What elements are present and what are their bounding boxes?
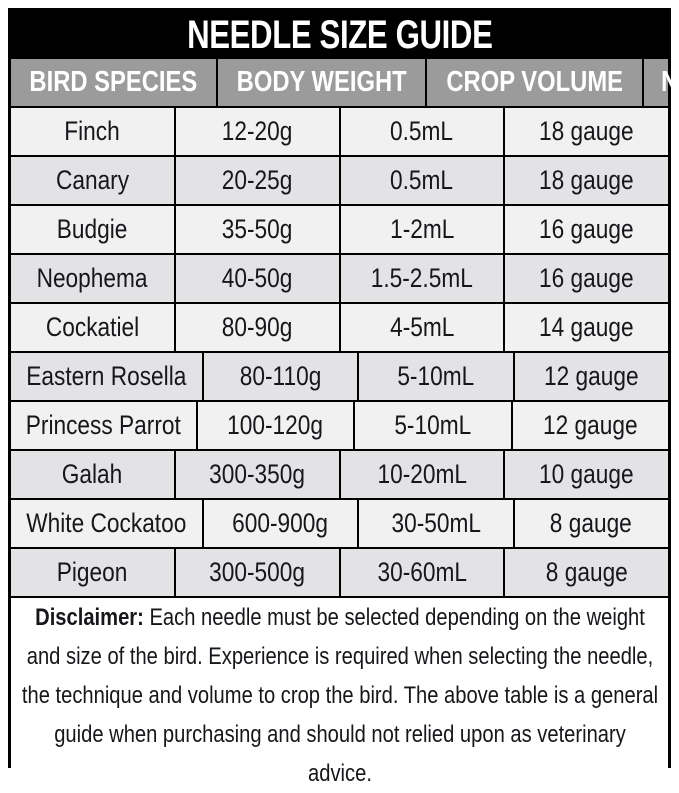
cell-body-weight: 20-25g — [176, 157, 341, 204]
cell-body-weight: 300-350g — [176, 451, 341, 498]
cell-body-weight: 40-50g — [176, 255, 341, 302]
table-header-row: BIRD SPECIES BODY WEIGHT CROP VOLUME NEE… — [11, 59, 679, 108]
cell-needle-size: 18 gauge — [539, 116, 634, 146]
cell-crop-volume: 0.5mL — [341, 108, 506, 155]
cell-crop-volume: 30-50mL — [359, 500, 515, 547]
cell-crop-volume: 0.5mL — [341, 157, 506, 204]
cell-crop-volume: 4-5mL — [341, 304, 506, 351]
column-header-crop-volume: CROP VOLUME — [427, 59, 645, 106]
cell-crop-volume: 30-60mL — [341, 549, 506, 596]
table-row-eastern-rosella: Eastern Rosella 80-110g 5-10mL 12 gauge — [11, 353, 668, 402]
table-row-galah: Galah 300-350g 10-20mL 10 gauge — [11, 451, 668, 500]
cell-species: Princess Parrot — [11, 402, 198, 449]
cell-body-weight: 12-20g — [176, 108, 341, 155]
cell-needle-size: 18 gauge — [539, 165, 634, 195]
cell-species: Cockatiel — [11, 304, 176, 351]
column-header-bird-species: BIRD SPECIES — [11, 59, 218, 106]
disclaimer-text: Disclaimer: Each needle must be selected… — [21, 604, 658, 787]
cell-body-weight: 600-900g — [204, 500, 360, 547]
table-row-budgie: Budgie 35-50g 1-2mL 16 gauge — [11, 206, 668, 255]
cell-crop-volume: 1.5-2.5mL — [341, 255, 506, 302]
cell-needle-size: 8 gauge — [550, 508, 633, 538]
cell-needle-size: 12 gauge — [542, 410, 638, 440]
cell-needle-size: 16 gauge — [539, 214, 634, 244]
cell-needle-size: 10 gauge — [539, 459, 634, 489]
column-header-needle-size: NEEDLE SIZE — [661, 66, 679, 98]
disclaimer-box: Disclaimer: Each needle must be selected… — [11, 598, 668, 793]
cell-crop-volume: 1-2mL — [341, 206, 506, 253]
cell-needle-size: 16 gauge — [539, 263, 634, 293]
needle-size-guide-page: NEEDLE SIZE GUIDE BIRD SPECIES BODY WEIG… — [8, 8, 679, 793]
cell-crop-volume: 10-20mL — [341, 451, 506, 498]
cell-needle-size: 14 gauge — [539, 312, 634, 342]
cell-crop-volume: 5-10mL — [355, 402, 513, 449]
cell-species: Canary — [11, 157, 176, 204]
table-row-pigeon: Pigeon 300-500g 30-60mL 8 gauge — [11, 549, 668, 598]
disclaimer-label: Disclaimer: — [34, 604, 144, 631]
column-header-body-weight: BODY WEIGHT — [218, 59, 427, 106]
table-row-finch: Finch 12-20g 0.5mL 18 gauge — [11, 108, 668, 157]
table-row-cockatiel: Cockatiel 80-90g 4-5mL 14 gauge — [11, 304, 668, 353]
cell-species: White Cockatoo — [11, 500, 204, 547]
cell-species: Neophema — [11, 255, 176, 302]
table-title-bar: NEEDLE SIZE GUIDE — [11, 11, 668, 59]
cell-species: Finch — [11, 108, 176, 155]
table-row-canary: Canary 20-25g 0.5mL 18 gauge — [11, 157, 668, 206]
cell-needle-size: 12 gauge — [543, 361, 639, 391]
table-row-neophema: Neophema 40-50g 1.5-2.5mL 16 gauge — [11, 255, 668, 304]
table-row-princess-parrot: Princess Parrot 100-120g 5-10mL 12 gauge — [11, 402, 668, 451]
table-row-white-cockatoo: White Cockatoo 600-900g 30-50mL 8 gauge — [11, 500, 668, 549]
cell-body-weight: 35-50g — [176, 206, 341, 253]
cell-body-weight: 80-110g — [204, 353, 360, 400]
cell-species: Eastern Rosella — [11, 353, 204, 400]
cell-body-weight: 80-90g — [176, 304, 341, 351]
cell-species: Galah — [11, 451, 176, 498]
cell-species: Budgie — [11, 206, 176, 253]
cell-body-weight: 100-120g — [198, 402, 356, 449]
needle-size-guide-table: NEEDLE SIZE GUIDE BIRD SPECIES BODY WEIG… — [8, 8, 679, 793]
page-title: NEEDLE SIZE GUIDE — [186, 12, 493, 57]
cell-needle-size: 8 gauge — [545, 557, 628, 587]
cell-crop-volume: 5-10mL — [359, 353, 515, 400]
cell-species: Pigeon — [11, 549, 176, 596]
cell-body-weight: 300-500g — [176, 549, 341, 596]
